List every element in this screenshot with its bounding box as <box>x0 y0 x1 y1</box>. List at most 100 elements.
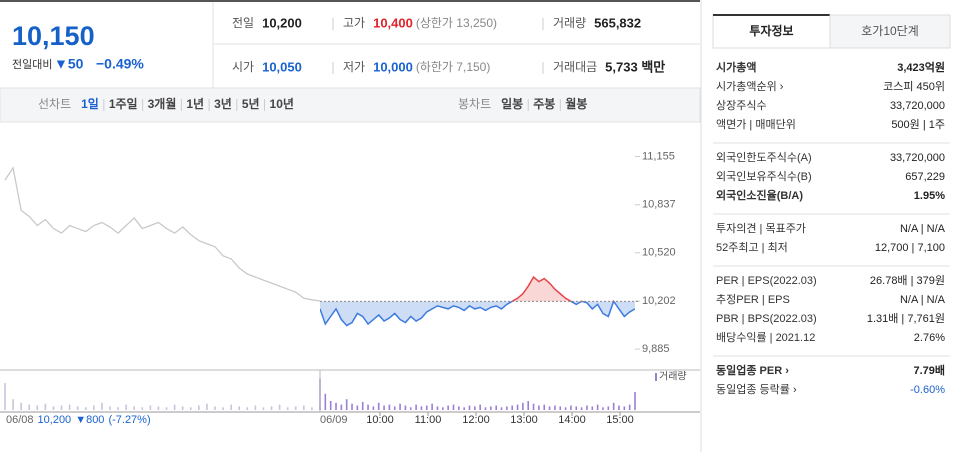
volume-bar <box>495 405 497 410</box>
info-label: 시가총액 <box>716 60 756 74</box>
tab[interactable] <box>712 14 831 49</box>
volume-bar <box>420 406 423 410</box>
x-label-date: 06/09 <box>320 414 348 426</box>
area-down <box>320 301 635 326</box>
volume-bar <box>516 404 519 410</box>
volume-bar <box>351 403 353 410</box>
volume-bar <box>329 401 332 410</box>
volume-bar <box>409 407 412 410</box>
volume-bar <box>335 402 337 410</box>
period-bar <box>0 87 701 123</box>
volume-bar <box>165 407 168 410</box>
volume-bar <box>522 402 524 410</box>
period-option[interactable]: 3개월 <box>148 96 177 111</box>
volume-bar <box>377 402 380 410</box>
volume-bar <box>623 406 626 410</box>
info-label: PER | EPS(2022.03) <box>716 275 817 287</box>
info-label: 외국인소진율(B/A) <box>716 188 803 202</box>
period-option[interactable]: 1년 <box>186 97 204 111</box>
volume-bar <box>84 407 87 410</box>
change-percent: −0.49% <box>96 56 144 72</box>
info-label: 배당수익률 | 2021.12 <box>716 331 815 344</box>
volume-bar <box>278 404 281 410</box>
volume-bar <box>543 404 546 410</box>
volume-bar <box>361 401 364 410</box>
info-value: 3,423억원 <box>897 60 945 74</box>
volume-bar <box>52 406 55 410</box>
x-tick-label: 11:00 <box>415 414 442 426</box>
volume-bar <box>468 405 471 410</box>
area-up <box>512 277 571 302</box>
price-line <box>4 166 321 302</box>
info-label: 동일업종 등락률 › <box>716 382 797 396</box>
volume-bar <box>554 405 556 410</box>
period-option[interactable]: 일봉 <box>501 97 523 111</box>
info-value: 33,720,000 <box>890 100 945 112</box>
info-value: 12,700 | 7,100 <box>875 242 945 254</box>
y-tick-label: 10,202 <box>642 295 676 307</box>
summary-value: 565,832 <box>594 15 641 30</box>
info-label: 52주최고 | 최저 <box>716 241 788 254</box>
period-label: 선차트 <box>38 97 71 111</box>
volume-bar <box>431 403 433 410</box>
period-option[interactable]: 3년 <box>214 97 232 111</box>
summary-label: 고가 <box>343 16 365 30</box>
volume-bar <box>612 402 615 410</box>
summary-value: 10,050 <box>262 59 302 74</box>
info-value: N/A | N/A <box>900 294 946 306</box>
volume-bar <box>586 405 588 410</box>
volume-bar <box>198 405 200 410</box>
volume-bar <box>575 406 578 410</box>
info-value: 코스피 450위 <box>883 80 945 93</box>
volume-bar <box>388 404 391 410</box>
change-amount: ▼50 <box>54 56 84 72</box>
volume-legend-swatch <box>655 373 657 381</box>
volume-bar <box>393 406 396 410</box>
summary-label: 시가 <box>232 60 254 74</box>
volume-bar <box>404 405 407 410</box>
y-tick-label: 10,837 <box>642 199 676 211</box>
period-option[interactable]: 10년 <box>270 97 294 111</box>
volume-bar <box>399 403 401 410</box>
volume-bar <box>76 406 79 410</box>
tab-label[interactable]: 호가10단계 <box>861 24 919 38</box>
volume-bar <box>189 407 192 410</box>
y-tick-label: 11,155 <box>642 150 675 162</box>
volume-bar <box>294 406 297 410</box>
tab[interactable] <box>829 14 951 49</box>
info-label: 액면가 | 매매단위 <box>716 118 796 131</box>
volume-bar <box>125 404 127 410</box>
summary-label: 전일 <box>232 16 254 30</box>
summary-value: 5,733 백만 <box>605 59 665 74</box>
summary-value: 10,400 <box>373 15 413 30</box>
period-option[interactable]: 1일 <box>81 97 99 111</box>
x-label-prev-date: 06/08 <box>6 414 34 426</box>
volume-bar <box>591 406 594 410</box>
volume-bar <box>441 407 444 410</box>
volume-bar <box>286 407 289 410</box>
volume-bar <box>246 407 249 410</box>
volume-bar <box>447 405 449 410</box>
volume-bar <box>602 407 604 410</box>
period-option[interactable]: 5년 <box>242 97 260 111</box>
volume-bar <box>101 402 103 410</box>
volume-bar <box>527 401 530 410</box>
volume-bar <box>345 399 348 410</box>
x-tick-label: 15:00 <box>606 414 634 426</box>
volume-bar <box>452 404 455 410</box>
period-option[interactable]: 1주일 <box>109 97 138 111</box>
info-value: 7.79배 <box>913 363 945 377</box>
volume-bar <box>538 405 540 410</box>
volume-bar <box>340 404 343 410</box>
summary-value: 10,000 <box>373 59 413 74</box>
tab-label[interactable]: 투자정보 <box>749 23 793 38</box>
period-option[interactable]: 주봉 <box>533 97 555 111</box>
volume-bar <box>4 383 6 410</box>
x-tick-label: 10:00 <box>366 414 394 426</box>
summary-note: (하한가 7,150) <box>416 60 490 74</box>
volume-bar <box>458 406 460 410</box>
period-option[interactable]: 월봉 <box>565 96 587 111</box>
